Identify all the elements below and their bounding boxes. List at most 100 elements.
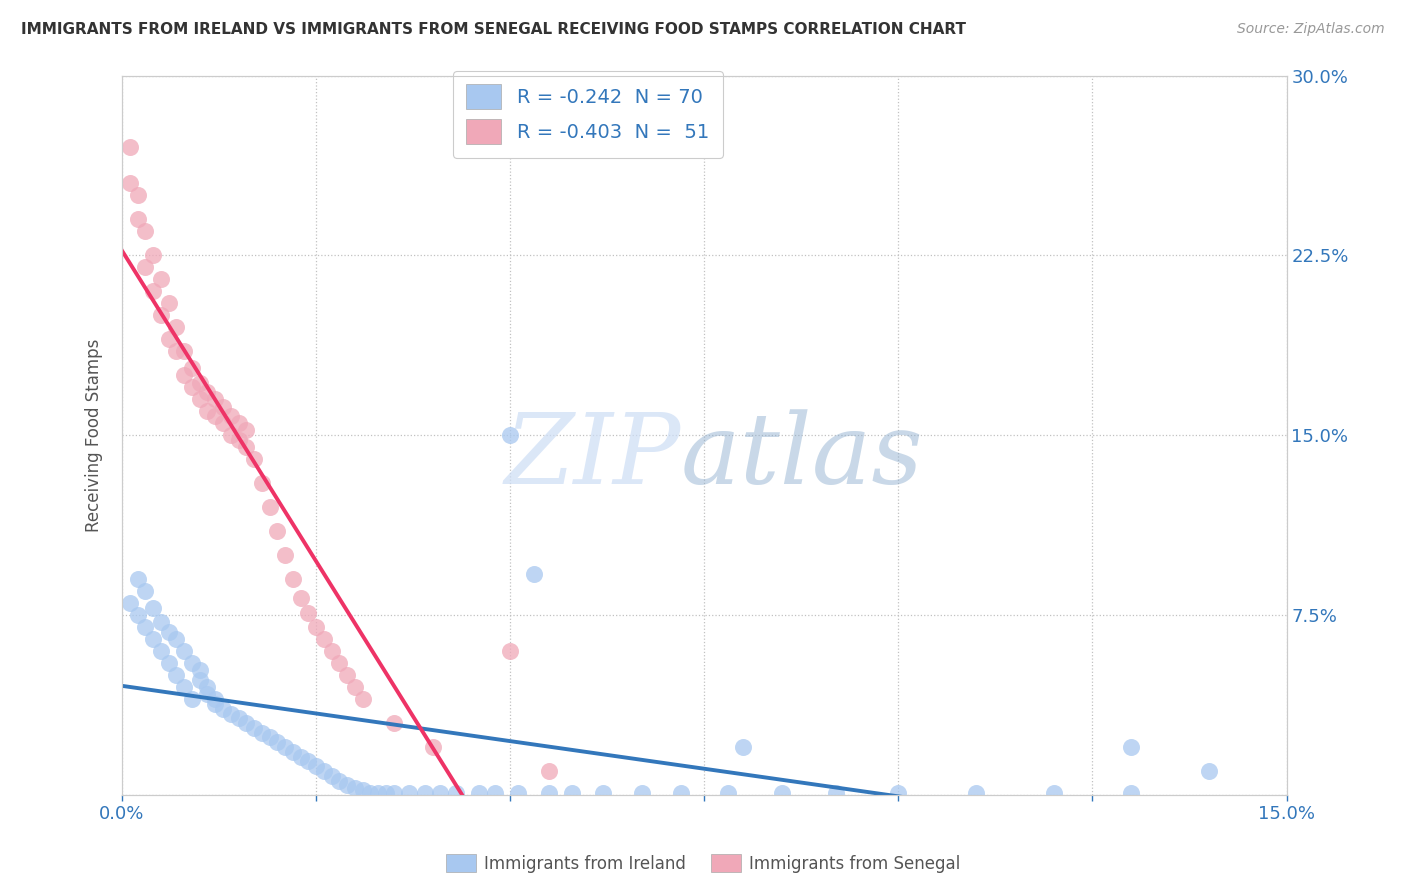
Point xyxy=(127,188,149,202)
Point xyxy=(157,296,180,310)
Point xyxy=(243,452,266,467)
Point xyxy=(173,680,195,694)
Point xyxy=(321,769,343,783)
Point xyxy=(228,433,250,447)
Point xyxy=(219,428,242,442)
Point xyxy=(149,644,172,658)
Text: ZIP: ZIP xyxy=(505,409,681,505)
Point xyxy=(149,615,172,630)
Point xyxy=(197,385,219,400)
Point xyxy=(375,786,398,800)
Point xyxy=(887,786,910,800)
Point xyxy=(382,786,405,800)
Point xyxy=(188,664,211,678)
Point xyxy=(669,786,692,800)
Point xyxy=(188,376,211,390)
Point xyxy=(538,786,561,800)
Point xyxy=(274,548,297,562)
Point xyxy=(1042,786,1064,800)
Point xyxy=(468,786,491,800)
Point xyxy=(336,779,359,793)
Point xyxy=(142,601,165,615)
Point xyxy=(165,632,187,647)
Point xyxy=(134,584,156,599)
Point xyxy=(212,400,235,414)
Point xyxy=(235,716,257,731)
Point xyxy=(398,786,420,800)
Point xyxy=(181,361,204,376)
Point xyxy=(484,786,506,800)
Point xyxy=(305,620,328,634)
Point xyxy=(522,567,544,582)
Point xyxy=(343,680,366,694)
Text: atlas: atlas xyxy=(681,409,924,505)
Point xyxy=(1121,786,1143,800)
Point xyxy=(290,591,312,606)
Point xyxy=(204,392,226,407)
Point xyxy=(204,697,226,711)
Point xyxy=(181,656,204,670)
Point xyxy=(118,596,141,610)
Point xyxy=(134,620,156,634)
Point xyxy=(444,786,467,800)
Point xyxy=(173,344,195,359)
Point xyxy=(142,632,165,647)
Point xyxy=(360,786,382,800)
Point xyxy=(149,309,172,323)
Point xyxy=(157,656,180,670)
Text: Source: ZipAtlas.com: Source: ZipAtlas.com xyxy=(1237,22,1385,37)
Point xyxy=(312,764,335,778)
Point xyxy=(142,248,165,262)
Point xyxy=(127,212,149,227)
Point xyxy=(204,409,226,423)
Point xyxy=(297,755,319,769)
Point xyxy=(499,644,522,658)
Point xyxy=(157,332,180,346)
Point xyxy=(127,608,149,623)
Point xyxy=(413,786,436,800)
Point xyxy=(297,606,319,620)
Point xyxy=(328,773,350,788)
Point xyxy=(259,500,281,515)
Point xyxy=(274,740,297,755)
Point xyxy=(266,524,288,539)
Point xyxy=(212,702,235,716)
Point xyxy=(142,285,165,299)
Point xyxy=(197,680,219,694)
Point xyxy=(134,260,156,275)
Point xyxy=(181,380,204,394)
Point xyxy=(281,745,304,759)
Point xyxy=(717,786,740,800)
Text: IMMIGRANTS FROM IRELAND VS IMMIGRANTS FROM SENEGAL RECEIVING FOOD STAMPS CORRELA: IMMIGRANTS FROM IRELAND VS IMMIGRANTS FR… xyxy=(21,22,966,37)
Point xyxy=(173,368,195,383)
Point xyxy=(188,392,211,407)
Point xyxy=(235,440,257,454)
Point xyxy=(243,721,266,735)
Point xyxy=(228,417,250,431)
Point xyxy=(352,692,374,706)
Point xyxy=(422,740,444,755)
Point xyxy=(825,786,848,800)
Point xyxy=(235,424,257,438)
Point xyxy=(188,673,211,687)
Point xyxy=(219,706,242,721)
Point xyxy=(336,668,359,682)
Point xyxy=(290,749,312,764)
Point xyxy=(204,692,226,706)
Point xyxy=(165,668,187,682)
Point xyxy=(149,272,172,286)
Point xyxy=(197,687,219,701)
Point xyxy=(127,572,149,586)
Point xyxy=(343,780,366,795)
Point xyxy=(165,320,187,334)
Point xyxy=(1198,764,1220,778)
Point xyxy=(197,404,219,418)
Point xyxy=(328,656,350,670)
Point xyxy=(259,731,281,745)
Legend: R = -0.242  N = 70, R = -0.403  N =  51: R = -0.242 N = 70, R = -0.403 N = 51 xyxy=(453,70,723,158)
Point xyxy=(561,786,583,800)
Point xyxy=(312,632,335,647)
Point xyxy=(499,428,522,442)
Point xyxy=(250,725,273,739)
Point xyxy=(266,735,288,749)
